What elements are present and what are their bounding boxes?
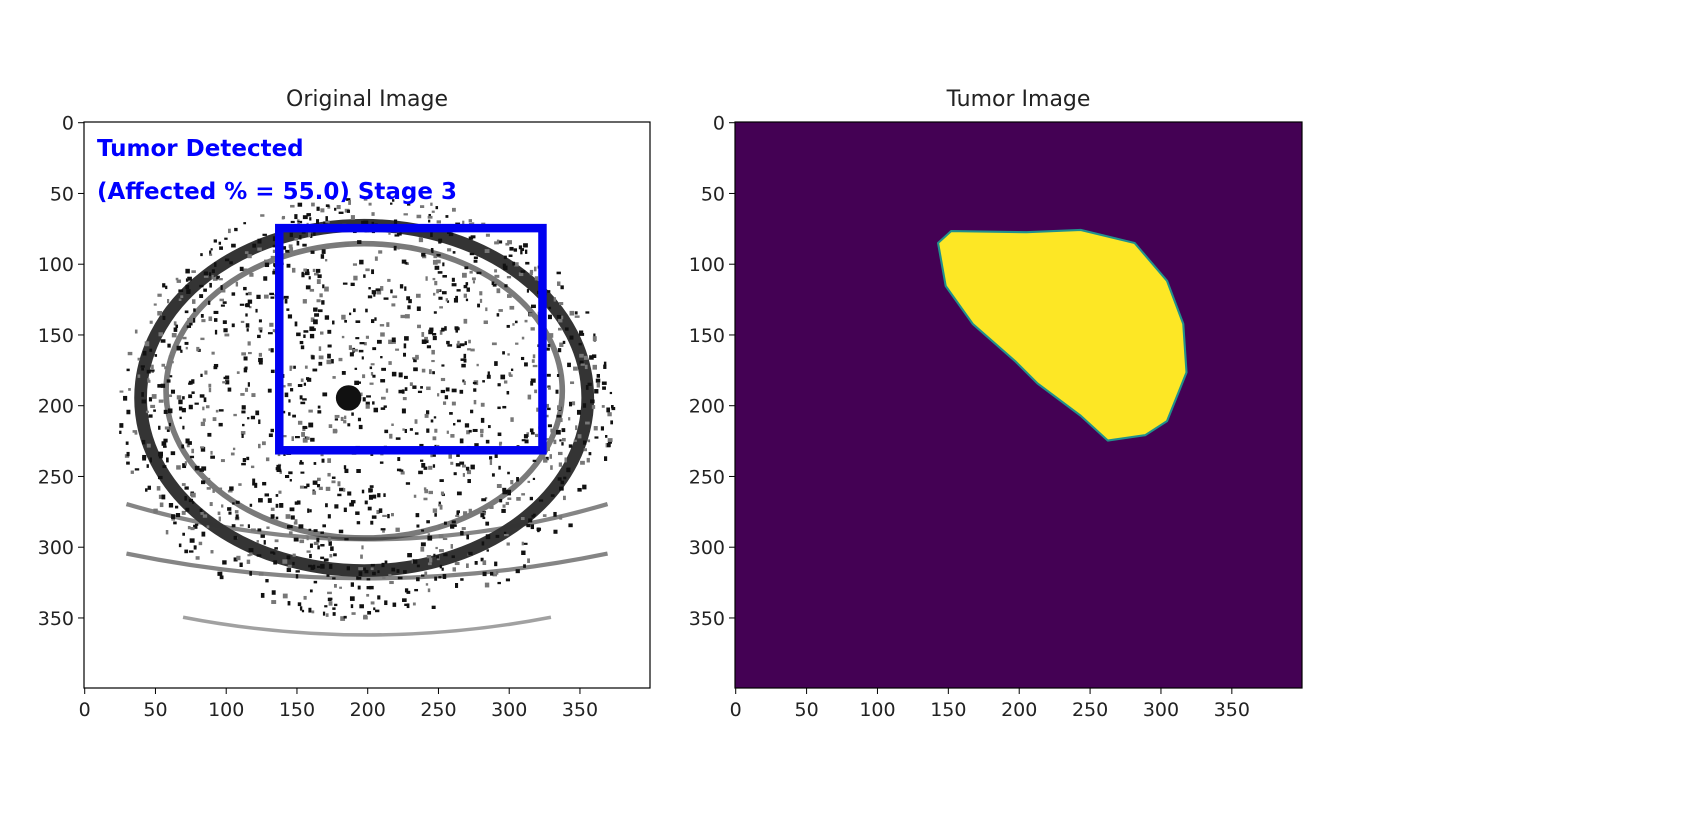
y-tick-label: 100 <box>689 254 725 276</box>
x-tick-label: 200 <box>1001 699 1037 721</box>
original-image: Tumor Detected (Affected % = 55.0) Stage… <box>84 122 650 688</box>
y-tick-label: 300 <box>38 537 74 559</box>
y-tick-label: 300 <box>689 537 725 559</box>
x-tick-label: 150 <box>279 699 315 721</box>
y-tick-label: 150 <box>38 325 74 347</box>
x-tick-label: 300 <box>491 699 527 721</box>
y-tick-label: 250 <box>689 466 725 488</box>
panel-title: Original Image <box>286 87 448 112</box>
y-tick-label: 350 <box>689 608 725 630</box>
x-tick-label: 150 <box>930 699 966 721</box>
x-tick-label: 100 <box>208 699 244 721</box>
overlay-text: (Affected % = 55.0) Stage 3 <box>97 179 457 205</box>
y-tick-label: 50 <box>50 183 74 205</box>
axes-frame <box>734 121 1303 689</box>
y-tick-label: 200 <box>689 396 725 418</box>
x-tick-label: 50 <box>143 699 167 721</box>
y-tick-label: 0 <box>713 113 725 135</box>
x-tick-label: 50 <box>794 699 818 721</box>
y-tick-label: 250 <box>38 466 74 488</box>
x-tick-label: 200 <box>350 699 386 721</box>
y-tick-label: 50 <box>701 183 725 205</box>
x-tick-label: 100 <box>859 699 895 721</box>
y-tick-label: 200 <box>38 396 74 418</box>
x-tick-label: 0 <box>79 699 91 721</box>
tumor-image <box>735 122 1302 688</box>
axes-frame <box>83 121 651 689</box>
panel-title: Tumor Image <box>946 87 1091 112</box>
x-tick-label: 300 <box>1143 699 1179 721</box>
y-tick-label: 150 <box>689 325 725 347</box>
overlay-text: Tumor Detected <box>97 136 304 162</box>
y-tick-label: 100 <box>38 254 74 276</box>
x-tick-label: 0 <box>730 699 742 721</box>
x-tick-label: 350 <box>1214 699 1250 721</box>
x-tick-label: 250 <box>1072 699 1108 721</box>
x-tick-label: 250 <box>420 699 456 721</box>
x-tick-label: 350 <box>562 699 598 721</box>
y-tick-label: 350 <box>38 608 74 630</box>
y-tick-label: 0 <box>62 113 74 135</box>
